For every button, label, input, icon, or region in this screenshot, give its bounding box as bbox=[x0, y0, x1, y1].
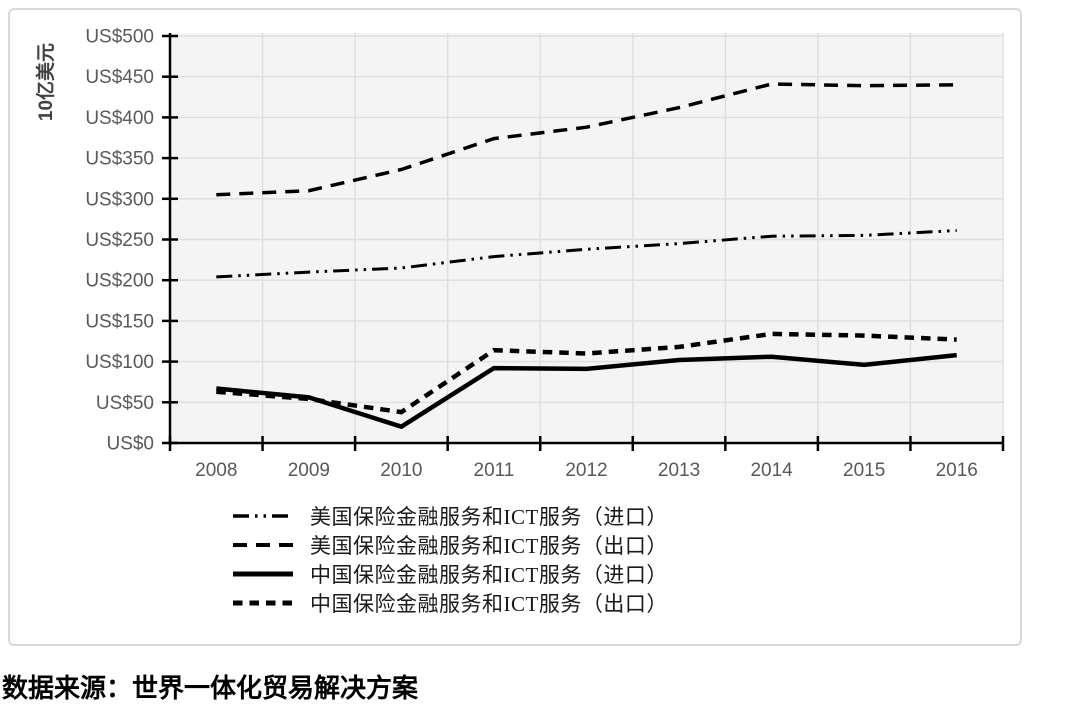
legend-label: 中国保险金融服务和ICT服务（出口） bbox=[310, 592, 668, 616]
x-tick-label: 2013 bbox=[658, 460, 700, 481]
y-tick-label: US$250 bbox=[85, 230, 154, 251]
series-line-2 bbox=[216, 352, 957, 430]
plot-area bbox=[170, 33, 1003, 443]
y-tick-label: US$500 bbox=[85, 27, 154, 48]
legend-line-sample bbox=[233, 600, 293, 606]
y-tick-label: US$200 bbox=[85, 271, 154, 292]
y-tick-label: US$0 bbox=[106, 434, 154, 455]
y-tick-label: US$150 bbox=[85, 311, 154, 332]
legend-entry-3: 中国保险金融服务和ICT服务（出口） bbox=[232, 592, 668, 616]
y-tick-label: US$450 bbox=[85, 67, 154, 88]
y-tick-label: US$50 bbox=[96, 393, 154, 414]
legend-line-sample bbox=[233, 543, 293, 547]
series-line-0 bbox=[216, 229, 957, 279]
x-tick-label: 2009 bbox=[288, 460, 330, 481]
y-tick-label: US$100 bbox=[85, 352, 154, 373]
y-tick-label: US$350 bbox=[85, 149, 154, 170]
legend-label: 美国保险金融服务和ICT服务（出口） bbox=[310, 534, 668, 558]
x-tick-label: 2011 bbox=[474, 460, 515, 481]
x-tick-label: 2015 bbox=[843, 460, 885, 481]
x-tick-label: 2014 bbox=[750, 460, 793, 481]
y-tick-label: US$300 bbox=[85, 189, 154, 210]
legend-label: 中国保险金融服务和ICT服务（进口） bbox=[310, 563, 668, 587]
series-line-3 bbox=[216, 331, 957, 415]
legend-line-sample bbox=[233, 514, 293, 518]
x-tick-label: 2010 bbox=[380, 460, 422, 481]
x-tick-label: 2012 bbox=[565, 460, 607, 481]
line-chart: US$0 US$50 US$100 US$150 US$200 US$250 US$300 U… bbox=[34, 27, 1005, 481]
x-tick-label: 2008 bbox=[195, 460, 237, 481]
data-source-note: 数据来源：世界一体化贸易解决方案 bbox=[2, 674, 419, 703]
legend-line-sample bbox=[233, 571, 293, 577]
y-tick-label: US$400 bbox=[85, 108, 154, 129]
legend-entry-1: 美国保险金融服务和ICT服务（出口） bbox=[232, 534, 668, 558]
y-axis-title: 10亿美元 bbox=[34, 43, 57, 121]
series-line-1 bbox=[216, 82, 957, 197]
x-tick-label: 2016 bbox=[936, 460, 978, 481]
legend-entry-2: 中国保险金融服务和ICT服务（进口） bbox=[232, 563, 668, 587]
chart-legend: 美国保险金融服务和ICT服务（进口） 美国保险金融服务和ICT服务（出口） 中国保险… bbox=[232, 505, 668, 616]
legend-entry-0: 美国保险金融服务和ICT服务（进口） bbox=[232, 505, 668, 529]
legend-label: 美国保险金融服务和ICT服务（进口） bbox=[310, 505, 668, 529]
